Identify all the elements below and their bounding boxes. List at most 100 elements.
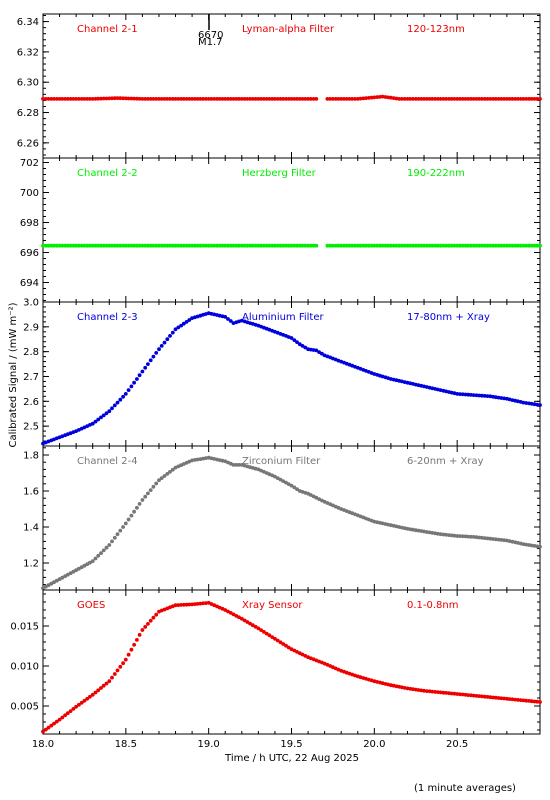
y-tick-label: 2.5 (23, 422, 39, 433)
y-tick-label: 698 (20, 218, 39, 229)
data-point (170, 243, 175, 248)
data-point (513, 243, 518, 248)
data-point (121, 661, 125, 666)
data-point (43, 97, 48, 101)
data-point (46, 97, 51, 101)
data-point (165, 243, 170, 248)
data-point (275, 638, 280, 643)
data-point (79, 97, 84, 101)
data-point (482, 243, 487, 248)
data-point (281, 479, 286, 483)
data-point (99, 551, 103, 555)
data-point (193, 602, 197, 606)
data-point (538, 403, 542, 407)
data-point (65, 572, 70, 577)
data-point (524, 97, 529, 101)
data-point (416, 243, 421, 248)
data-point (289, 483, 294, 488)
data-point (41, 729, 45, 734)
data-point (237, 615, 241, 620)
data-point (226, 609, 230, 614)
data-point (140, 97, 145, 101)
data-point (195, 602, 200, 606)
data-point (482, 694, 487, 699)
data-point (535, 402, 540, 407)
data-point (239, 616, 244, 621)
data-point (441, 243, 446, 248)
data-point (204, 456, 208, 460)
data-point (41, 97, 45, 101)
data-point (289, 97, 294, 101)
data-point (184, 97, 189, 101)
data-point (135, 638, 139, 642)
data-point (157, 478, 161, 483)
data-point (82, 97, 87, 101)
data-point (74, 568, 78, 573)
data-point (378, 243, 382, 248)
data-point (52, 97, 56, 101)
data-point (435, 531, 440, 536)
data-point (195, 457, 200, 462)
data-point (68, 243, 73, 248)
data-point (168, 334, 172, 338)
data-point (300, 243, 305, 248)
data-point (220, 97, 225, 101)
data-point (314, 348, 319, 353)
data-point (90, 559, 95, 564)
data-point (275, 97, 280, 101)
data-point (471, 393, 476, 397)
data-point (278, 97, 283, 101)
x-tick-label: 19.0 (198, 739, 220, 750)
data-point (253, 624, 258, 629)
data-point (231, 463, 236, 467)
data-point (270, 635, 275, 639)
data-point (151, 615, 156, 620)
data-point (402, 686, 407, 690)
data-point (77, 702, 81, 707)
data-point (135, 243, 139, 248)
data-point (71, 243, 76, 248)
data-point (212, 243, 217, 248)
data-point (137, 373, 142, 378)
panel-band-label: 120-123nm (407, 24, 465, 35)
data-point (176, 325, 181, 330)
data-point (264, 243, 269, 248)
data-point (463, 243, 468, 248)
data-point (101, 413, 106, 418)
data-point (198, 97, 203, 101)
data-point (529, 543, 534, 548)
data-point (491, 97, 495, 101)
data-point (146, 97, 150, 101)
data-point (469, 393, 473, 397)
data-point (474, 393, 479, 398)
data-point (524, 698, 529, 703)
data-point (499, 396, 504, 400)
data-point (129, 384, 134, 389)
data-point (90, 692, 95, 697)
data-point (502, 97, 506, 101)
data-point (535, 699, 540, 704)
data-point (496, 97, 501, 101)
data-point (256, 626, 261, 631)
panel-channel-label: Channel 2-1 (77, 24, 138, 35)
data-point (438, 97, 443, 101)
data-point (358, 243, 363, 248)
data-point (237, 97, 241, 101)
data-point (532, 97, 537, 101)
data-point (386, 95, 390, 100)
data-point (264, 631, 269, 636)
data-point (93, 690, 98, 695)
data-point (463, 534, 468, 539)
data-point (452, 97, 457, 101)
data-point (250, 97, 255, 101)
data-point (65, 711, 70, 716)
data-point (400, 243, 404, 248)
data-point (148, 488, 153, 492)
data-point (463, 392, 468, 397)
data-point (262, 630, 266, 634)
data-point (143, 494, 148, 499)
data-point (391, 243, 396, 248)
data-point (524, 542, 529, 547)
data-point (101, 548, 106, 553)
